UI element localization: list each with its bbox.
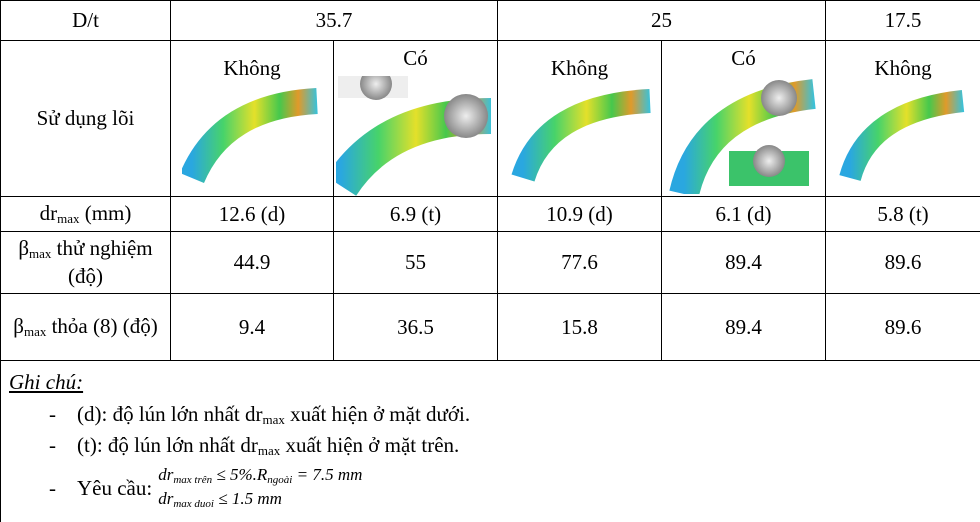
text: (mm) (79, 201, 131, 225)
page: {"table": { "header": ["D/t", "35.7", "2… (0, 0, 980, 522)
note-text: (d): độ lún lớn nhất drmax xuất hiện ở m… (77, 401, 470, 429)
subscript: ngoài (267, 474, 292, 486)
text: dr (158, 465, 173, 484)
text: β (13, 314, 24, 338)
image-cell: Không (498, 41, 662, 197)
cell-text: Không (498, 55, 661, 82)
cell-text: 6.9 (t) (334, 197, 498, 232)
cell-text: 89.4 (662, 232, 826, 294)
notes-title: Ghi chú: (9, 369, 980, 396)
data-row: drmax (mm)12.6 (d)6.9 (t)10.9 (d)6.1 (d)… (1, 197, 980, 232)
cell-text: 5.8 (t) (826, 197, 980, 232)
subscript: max (263, 412, 285, 427)
bullet: - (9, 432, 77, 460)
text: xuất hiện ở mặt trên. (280, 433, 459, 457)
row-label: βmax thử nghiệm (độ) (1, 232, 171, 294)
cell-text: 15.8 (498, 294, 662, 361)
notes-row: Ghi chú: -(d): độ lún lớn nhất drmax xuấ… (1, 361, 980, 522)
body: D/t 35.7 25 17.5 Sử dụng lõi Không Có Kh… (0, 0, 980, 522)
requirement: -Yêu cầu: drmax trên ≤ 5%.Rngoài = 7.5 m… (9, 464, 980, 512)
requirement-label: Yêu cầu: (77, 475, 152, 502)
image-cell: Có (334, 41, 498, 197)
fea-image (838, 86, 968, 186)
cell-text: 89.6 (826, 294, 980, 361)
subscript: max trên (173, 474, 212, 486)
formula: drmax duoi ≤ 1.5 mm (158, 488, 362, 512)
cell-text: 89.6 (826, 232, 980, 294)
cell-text: 9.4 (171, 294, 334, 361)
row-label: drmax (mm) (1, 197, 171, 232)
text: ≤ 1.5 mm (214, 489, 282, 508)
header-cell: D/t (1, 1, 171, 41)
fea-image (505, 86, 655, 186)
header-cell: 25 (498, 1, 826, 41)
fea-image (336, 76, 496, 196)
result-table: D/t 35.7 25 17.5 Sử dụng lõi Không Có Kh… (0, 0, 980, 522)
row-label: βmax thỏa (8) (độ) (1, 294, 171, 361)
subscript: max (57, 211, 79, 226)
text: β (18, 236, 29, 260)
header-cell: 35.7 (171, 1, 498, 41)
text: (d): độ lún lớn nhất dr (77, 402, 263, 426)
subscript: max (29, 246, 51, 261)
cell-text: 6.1 (d) (662, 197, 826, 232)
cell-text: Không (826, 55, 980, 82)
cell-text: 36.5 (334, 294, 498, 361)
cell-text: Không (171, 55, 333, 82)
text: ≤ 5%.R (212, 465, 267, 484)
cell-text: Có (662, 45, 825, 72)
subscript: max (258, 443, 280, 458)
row-label: Sử dụng lõi (1, 41, 171, 197)
formula: drmax trên ≤ 5%.Rngoài = 7.5 mm (158, 464, 362, 488)
cell-text: 44.9 (171, 232, 334, 294)
formulas: drmax trên ≤ 5%.Rngoài = 7.5 mm drmax du… (158, 464, 362, 512)
note-text: (t): độ lún lớn nhất drmax xuất hiện ở m… (77, 432, 459, 460)
cell-text: 10.9 (d) (498, 197, 662, 232)
cell-text: 12.6 (d) (171, 197, 334, 232)
cell-text: 77.6 (498, 232, 662, 294)
note-item: -(t): độ lún lớn nhất drmax xuất hiện ở … (9, 432, 980, 460)
image-cell: Không (171, 41, 334, 197)
image-cell: Không (826, 41, 980, 197)
cell-text: 89.4 (662, 294, 826, 361)
bullet: - (9, 401, 77, 429)
notes-cell: Ghi chú: -(d): độ lún lớn nhất drmax xuấ… (1, 361, 980, 522)
header-row: D/t 35.7 25 17.5 (1, 1, 980, 41)
subscript: max (24, 324, 46, 339)
bullet: - (9, 475, 77, 502)
fea-image (669, 76, 819, 194)
note-item: -(d): độ lún lớn nhất drmax xuất hiện ở … (9, 401, 980, 429)
header-cell: 17.5 (826, 1, 980, 41)
subscript: max duoi (173, 498, 214, 510)
core-row: Sử dụng lõi Không Có Không Có Không (1, 41, 980, 197)
cell-text: Có (334, 45, 497, 72)
cell-text: 55 (334, 232, 498, 294)
text: xuất hiện ở mặt dưới. (285, 402, 470, 426)
text: (t): độ lún lớn nhất dr (77, 433, 258, 457)
image-cell: Có (662, 41, 826, 197)
text: thỏa (8) (độ) (46, 314, 157, 338)
text: dr (158, 489, 173, 508)
fea-image (182, 86, 322, 186)
text: = 7.5 mm (292, 465, 362, 484)
text: thử nghiệm (độ) (51, 236, 152, 288)
text: dr (40, 201, 58, 225)
